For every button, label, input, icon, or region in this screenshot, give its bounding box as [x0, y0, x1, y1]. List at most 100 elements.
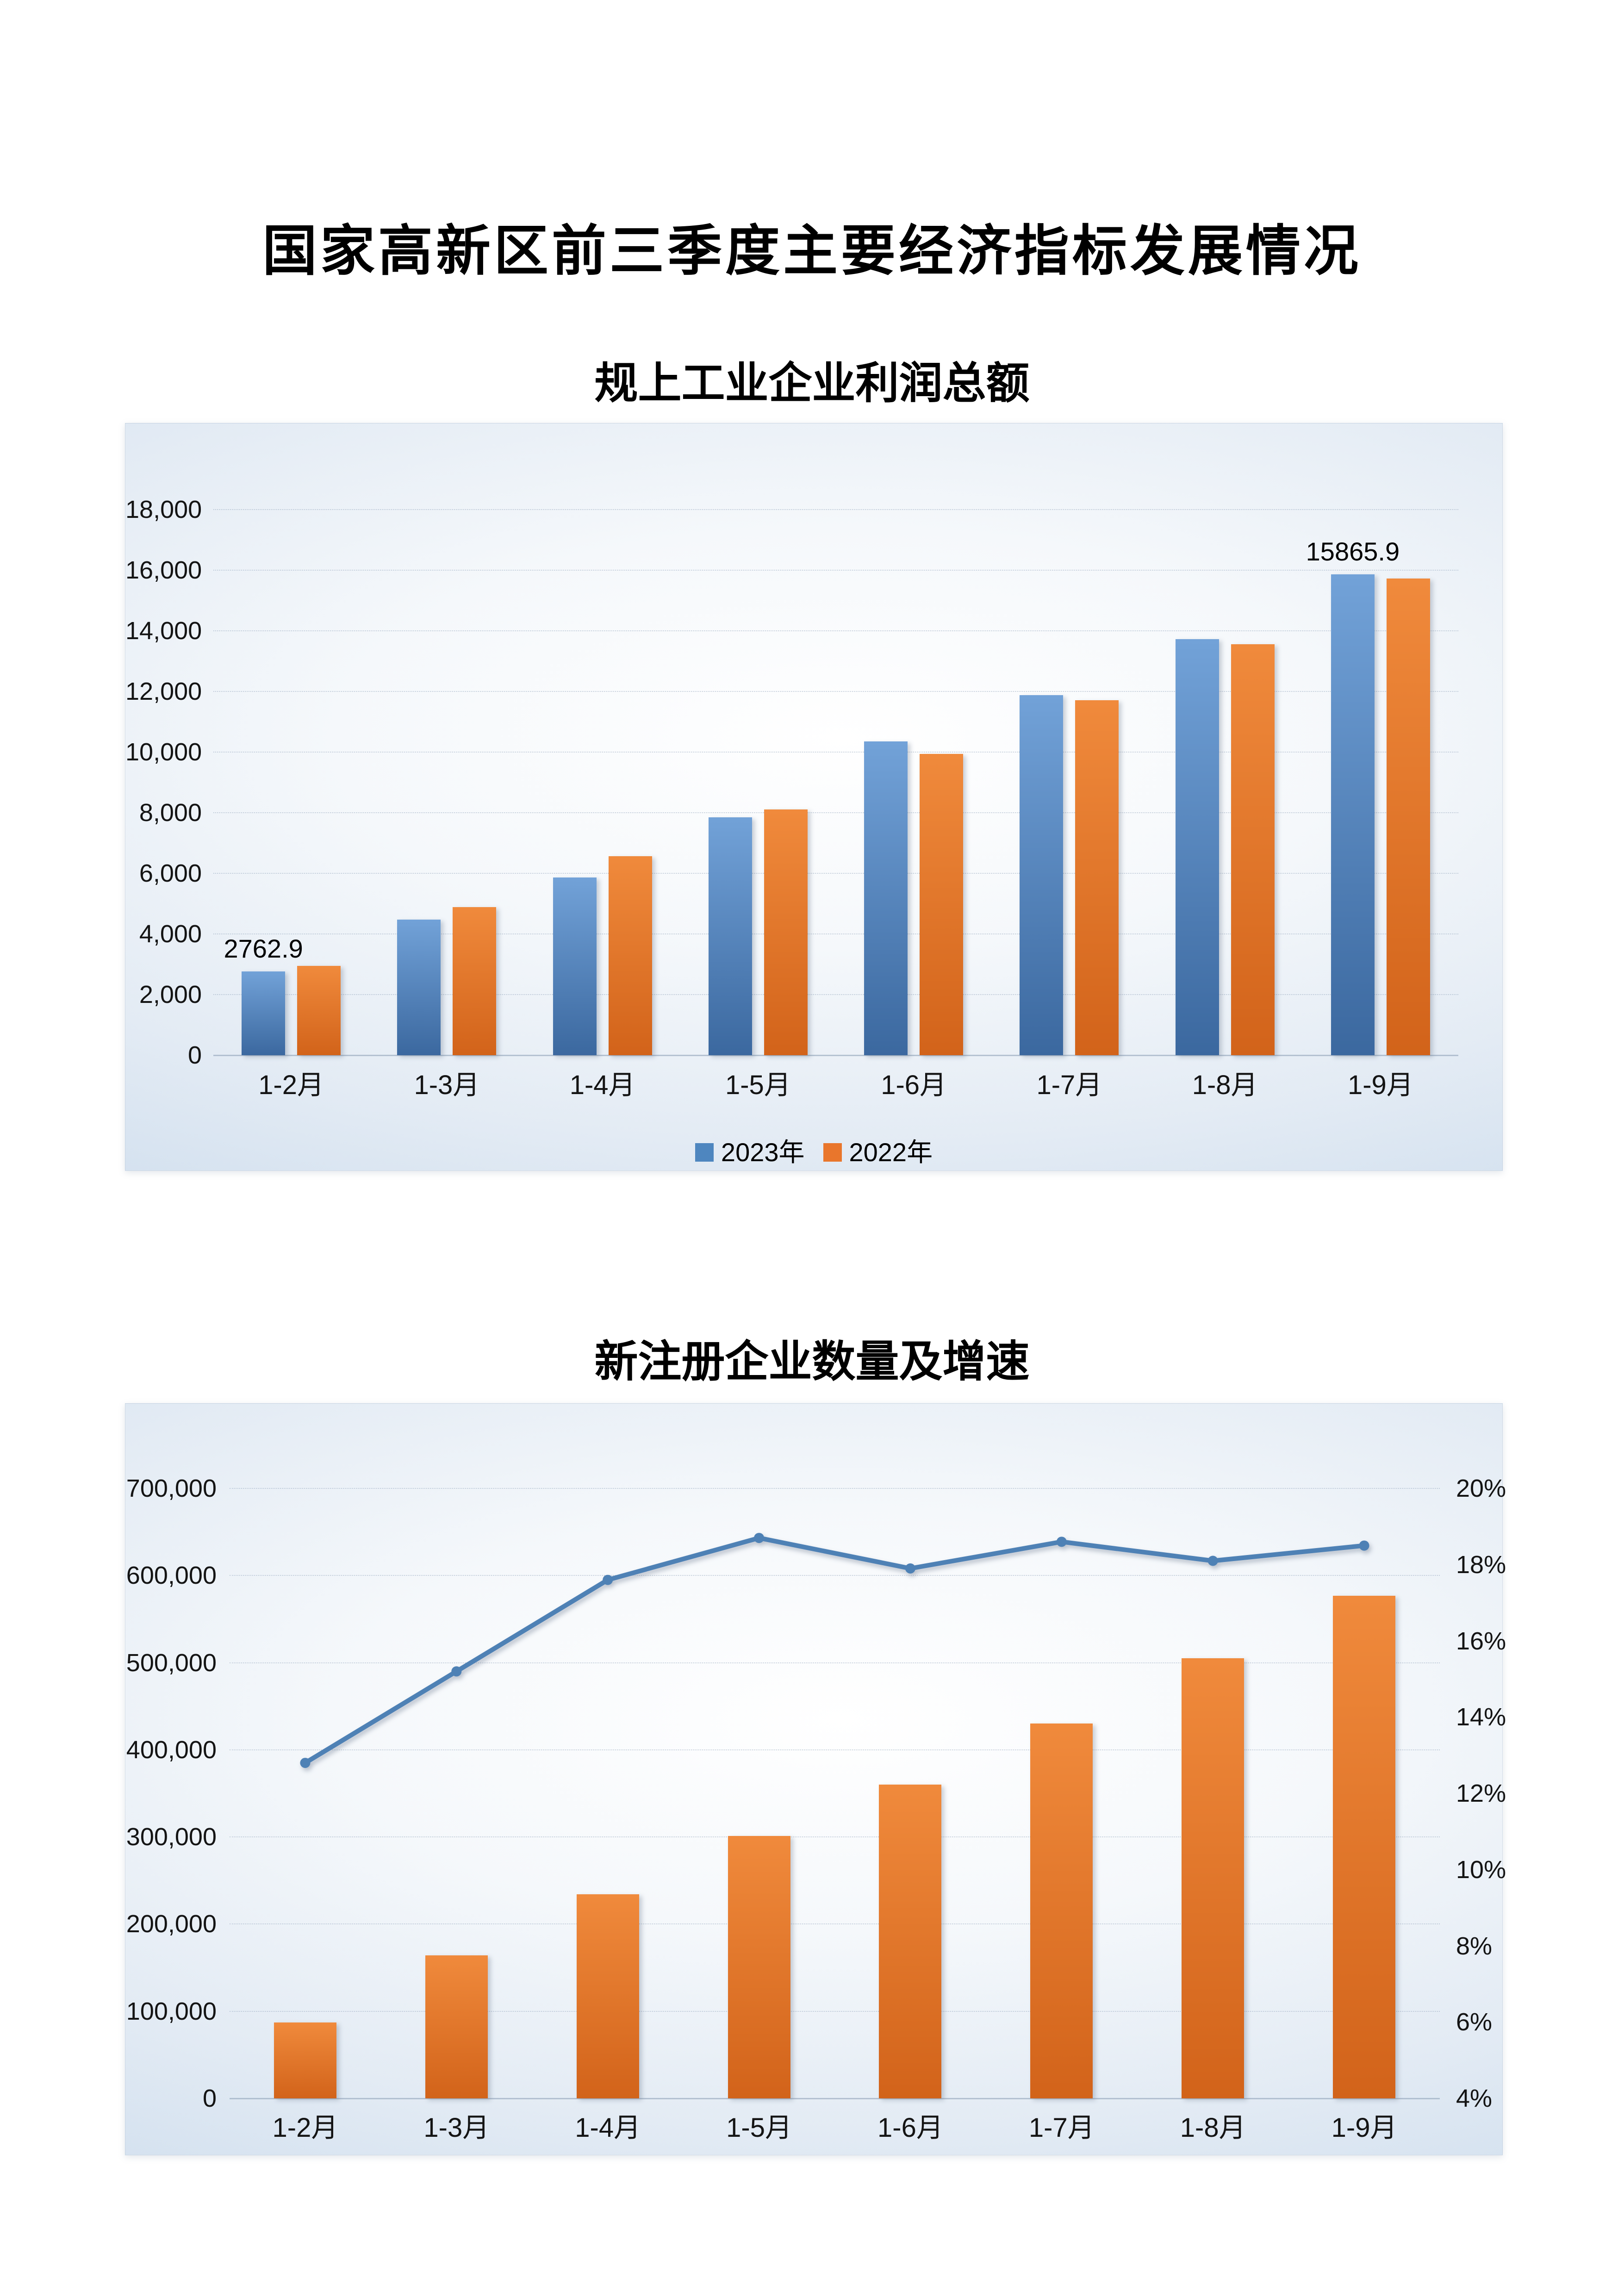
- growth-rate-line-plot: [300, 1533, 1369, 1768]
- left-axis-label: 600,000: [126, 1562, 217, 1590]
- gridline: [213, 873, 1458, 874]
- x-axis-label-1-4月: 1-4月: [569, 1070, 635, 1100]
- x-axis-label-1-4月: 1-4月: [575, 2113, 641, 2143]
- legend-swatch-2022-icon: [823, 1143, 842, 1162]
- right-axis-label: 20%: [1456, 1475, 1506, 1502]
- left-axis-label: 400,000: [126, 1736, 217, 1764]
- left-axis-label: 100,000: [126, 1997, 217, 2025]
- y-axis-label: 10,000: [125, 738, 202, 766]
- right-axis-label: 18%: [1456, 1550, 1506, 1579]
- right-axis-label: 12%: [1456, 1780, 1506, 1807]
- x-axis-label-1-5月: 1-5月: [726, 2113, 792, 2143]
- legend-label-2022: 2022年: [849, 1138, 933, 1167]
- y-axis-label: 14,000: [125, 617, 202, 645]
- gridline: [213, 691, 1458, 692]
- bar-2023年-1-6月: [864, 741, 908, 1055]
- bar-2023年-1-8月: [1175, 639, 1219, 1055]
- gridline: [213, 1055, 1458, 1056]
- page-title: 国家高新区前三季度主要经济指标发展情况: [262, 221, 1362, 282]
- chart1-legend: 2023年 2022年: [125, 1139, 1502, 1166]
- legend-label-2023: 2023年: [721, 1138, 805, 1167]
- y-axis-label: 12,000: [125, 678, 202, 705]
- y-axis-label: 0: [187, 1041, 202, 1069]
- x-axis-label-1-6月: 1-6月: [881, 1070, 947, 1100]
- growth-line-point-1-3月: [451, 1666, 462, 1677]
- bar-2022年-1-5月: [764, 809, 808, 1055]
- bar-2022年-1-7月: [1075, 700, 1119, 1055]
- x-axis-label-1-2月: 1-2月: [272, 2113, 338, 2143]
- legend-swatch-2023-icon: [695, 1143, 714, 1162]
- bar-registrations-1-9月: [1333, 1595, 1396, 2098]
- bar-2023年-1-5月: [708, 817, 752, 1055]
- x-axis-label-1-9月: 1-9月: [1347, 1070, 1413, 1100]
- gridline: [213, 752, 1458, 753]
- gridline: [213, 509, 1458, 510]
- gridline: [230, 2098, 1440, 2099]
- data-label-1-9月: 15865.9: [1306, 536, 1400, 566]
- legend-item-2023: 2023年: [695, 1139, 805, 1166]
- bar-2022年-1-8月: [1231, 644, 1275, 1055]
- right-axis-label: 4%: [1456, 2084, 1493, 2112]
- bar-registrations-1-5月: [728, 1836, 790, 2098]
- gridline: [213, 630, 1458, 631]
- bar-2022年-1-6月: [920, 753, 964, 1055]
- bar-2022年-1-3月: [453, 907, 497, 1055]
- x-axis-label-1-5月: 1-5月: [725, 1070, 791, 1100]
- x-axis-label-1-3月: 1-3月: [414, 1070, 480, 1100]
- bar-registrations-1-7月: [1030, 1724, 1093, 2098]
- chart2-panel: 0 100,000 200,000 300,000 400,000 500,000 600,…: [125, 1403, 1506, 2155]
- gridline: [230, 1836, 1440, 1838]
- y-axis-label: 4,000: [139, 920, 202, 948]
- gridline: [230, 1575, 1440, 1576]
- right-axis-label: 6%: [1456, 2008, 1493, 2036]
- bar-registrations-1-2月: [274, 2022, 336, 2098]
- bar-2022年-1-2月: [297, 965, 341, 1055]
- right-axis-label: 10%: [1456, 1855, 1506, 1884]
- x-axis-label-1-2月: 1-2月: [258, 1070, 324, 1100]
- y-axis-label: 2,000: [139, 981, 202, 1008]
- y-axis-label: 16,000: [125, 556, 202, 584]
- growth-line-point-1-5月: [754, 1533, 765, 1543]
- bar-registrations-1-3月: [425, 1955, 488, 2098]
- bar-registrations-1-6月: [879, 1785, 942, 2098]
- gridline: [230, 1488, 1440, 1489]
- x-axis-label-1-7月: 1-7月: [1036, 1070, 1102, 1100]
- gridline: [213, 570, 1458, 571]
- bar-2023年-1-4月: [553, 877, 597, 1055]
- growth-line-point-1-7月: [1056, 1537, 1067, 1547]
- bar-2023年-1-3月: [397, 919, 441, 1055]
- right-axis-label: 8%: [1456, 1932, 1493, 1960]
- gridline: [230, 2010, 1440, 2012]
- legend-item-2022: 2022年: [823, 1139, 933, 1166]
- data-label-1-2月: 2762.9: [224, 934, 303, 964]
- gridline: [213, 812, 1458, 813]
- x-axis-label-1-8月: 1-8月: [1180, 2113, 1246, 2143]
- bar-2023年-1-2月: [242, 971, 286, 1055]
- x-axis-label-1-9月: 1-9月: [1331, 2113, 1397, 2143]
- growth-line: [303, 1536, 1367, 1766]
- bar-registrations-1-4月: [576, 1894, 639, 2098]
- growth-line-point-1-2月: [300, 1758, 311, 1768]
- y-axis-label: 18,000: [125, 496, 202, 523]
- gridline: [213, 933, 1458, 934]
- left-axis-label: 0: [202, 2084, 217, 2112]
- gridline: [230, 1662, 1440, 1663]
- growth-line-point-1-6月: [905, 1563, 915, 1574]
- left-axis-label: 700,000: [126, 1475, 217, 1502]
- x-axis-label-1-8月: 1-8月: [1192, 1070, 1258, 1100]
- y-axis-label: 6,000: [139, 859, 202, 887]
- chart2-title: 新注册企业数量及增速: [594, 1338, 1030, 1386]
- x-axis-label-1-6月: 1-6月: [877, 2113, 943, 2143]
- bar-2022年-1-9月: [1386, 579, 1430, 1055]
- x-axis-label-1-3月: 1-3月: [423, 2113, 490, 2143]
- growth-line-point-1-4月: [603, 1574, 613, 1585]
- chart1-panel: 2023年 2022年 0 2,000 4,000 6,000 8,000 10,000 1…: [125, 423, 1503, 1171]
- left-axis-label: 300,000: [126, 1823, 217, 1851]
- gridline: [230, 1923, 1440, 1925]
- left-axis-label: 200,000: [126, 1910, 217, 1938]
- growth-line-point-1-8月: [1207, 1556, 1218, 1566]
- bar-2022年-1-4月: [608, 856, 652, 1055]
- left-axis-label: 500,000: [126, 1649, 217, 1677]
- bar-2023年-1-9月: [1331, 574, 1375, 1055]
